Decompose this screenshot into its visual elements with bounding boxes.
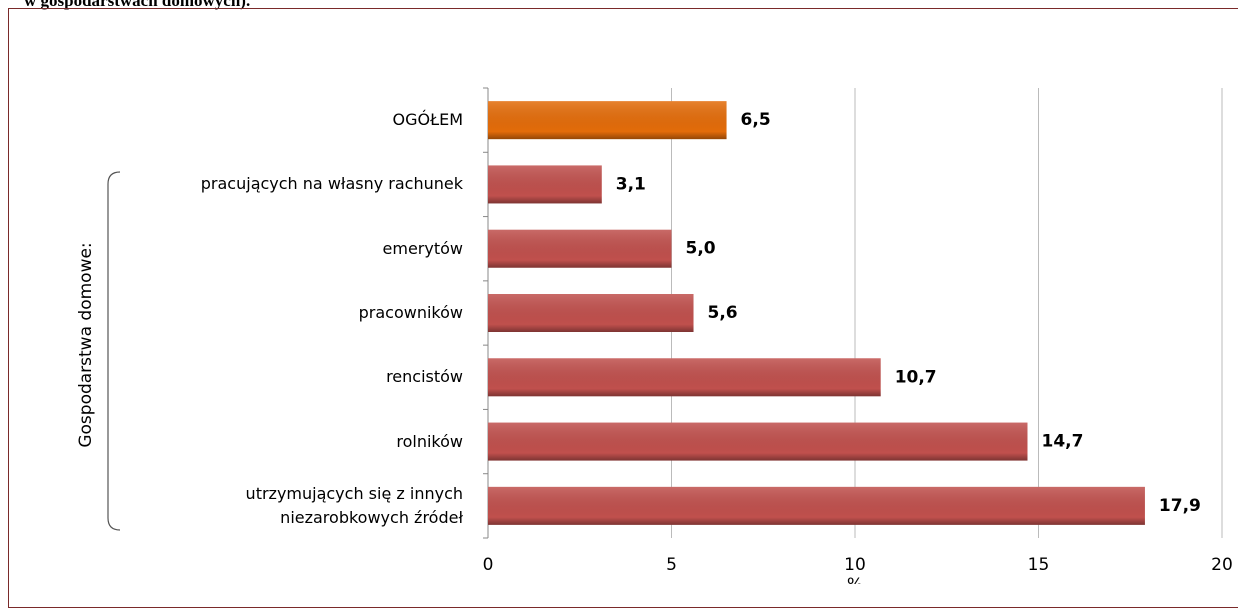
category-label: utrzymujących się z innych niezarobkowyc… <box>245 483 463 527</box>
category-label: pracujących na własny rachunek <box>200 174 463 194</box>
value-label: 5,0 <box>686 239 716 259</box>
x-axis-label: % <box>847 575 863 584</box>
category-label: pracowników <box>358 303 463 322</box>
bar <box>488 101 727 140</box>
category-label: rencistów <box>386 367 463 387</box>
group-label: Gospodarstwa domowe: <box>76 242 96 447</box>
value-label: 5,6 <box>708 303 738 323</box>
bar <box>488 165 602 204</box>
bar <box>488 294 694 332</box>
category-label: emerytów <box>382 238 463 258</box>
chart: Gospodarstwa domowe: 0 5 10 15 20% 6,5 3,1 5,0 5… <box>76 87 1233 584</box>
value-label: 10,7 <box>895 367 937 387</box>
value-label: 3,1 <box>616 174 646 194</box>
category-label: rolników <box>396 431 463 451</box>
bar <box>488 229 672 268</box>
bar <box>488 422 1028 461</box>
x-tick-label: 10 <box>844 555 866 575</box>
bar <box>488 486 1145 525</box>
header: w gospodarstwach domowych). <box>24 0 251 10</box>
value-label: 6,5 <box>741 110 771 130</box>
x-tick-label: 20 <box>1211 555 1233 575</box>
category-label: OGÓŁEM <box>392 110 464 130</box>
x-tick-label: 15 <box>1028 555 1050 575</box>
bar <box>488 358 881 397</box>
page: w gospodarstwach domowych). Gospodarstwa… <box>8 0 1238 608</box>
value-label: 17,9 <box>1159 496 1201 516</box>
value-label: 14,7 <box>1041 432 1083 452</box>
x-tick-label: 0 <box>483 555 494 575</box>
group-bracket <box>107 171 121 531</box>
x-tick-label: 5 <box>666 555 677 575</box>
